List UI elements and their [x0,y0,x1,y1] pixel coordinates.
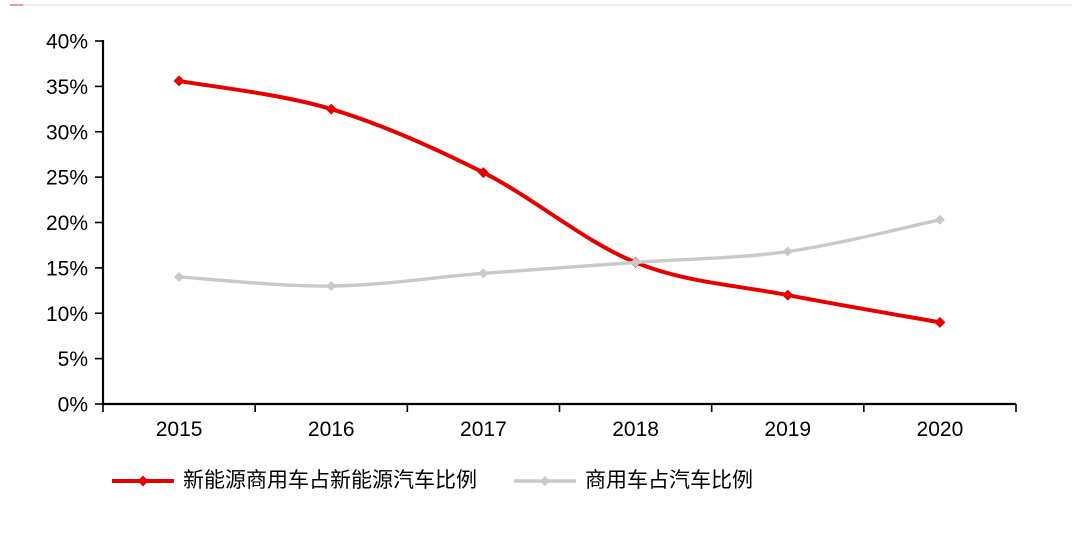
data-point-marker-1 [174,271,185,282]
legend: 新能源商用车占新能源汽车比例 商用车占汽车比例 [0,468,1080,493]
y-axis-tick-label: 15% [46,257,88,280]
data-point-marker-0 [934,316,946,328]
y-axis-tick-label: 30% [46,121,88,144]
series-line-0 [177,78,942,325]
legend-label: 新能源商用车占新能源汽车比例 [183,469,477,492]
data-point-marker-1 [782,246,793,257]
y-axis-tick-label: 20% [46,212,88,235]
x-axis-tick-label: 2020 [917,418,964,441]
x-axis-tick-label: 2019 [764,418,811,441]
x-axis-tick-label: 2017 [460,418,507,441]
data-point-marker-1 [478,268,489,279]
x-axis-tick-label: 2015 [156,418,203,441]
data-point-marker-1 [934,214,945,225]
series-line-1 [177,218,942,288]
x-axis-tick-label: 2018 [612,418,659,441]
y-axis-tick-label: 35% [46,76,88,99]
y-axis-tick-label: 10% [46,303,88,326]
data-point-marker-1 [630,257,641,268]
data-point-marker-0 [173,75,185,87]
y-axis-tick-label: 0% [58,394,88,417]
legend-item-commercial-share: 商用车占汽车比例 [513,468,753,493]
data-point-marker-0 [782,289,794,301]
x-axis-tick-label: 2016 [308,418,355,441]
data-point-marker-0 [477,167,489,179]
legend-items: 新能源商用车占新能源汽车比例 商用车占汽车比例 [111,468,753,493]
y-axis-tick-label: 25% [46,167,88,190]
data-point-marker-0 [325,103,337,115]
top-divider-line [10,4,1072,6]
legend-label: 商用车占汽车比例 [585,469,753,492]
legend-line-diamond-icon [112,475,174,487]
data-point-marker-1 [326,281,337,292]
legend-item-nev-commercial-share: 新能源商用车占新能源汽车比例 [111,468,477,493]
line-chart-canvas: 0% 5% 10% 15% 20% 25% 30% 35% 40% 2015 2016 2017 201… [46,31,1017,441]
legend-line-diamond-icon [514,475,576,486]
y-axis-tick-label: 5% [58,348,88,371]
top-divider-accent [10,4,23,6]
y-axis-tick-label: 40% [46,31,88,54]
